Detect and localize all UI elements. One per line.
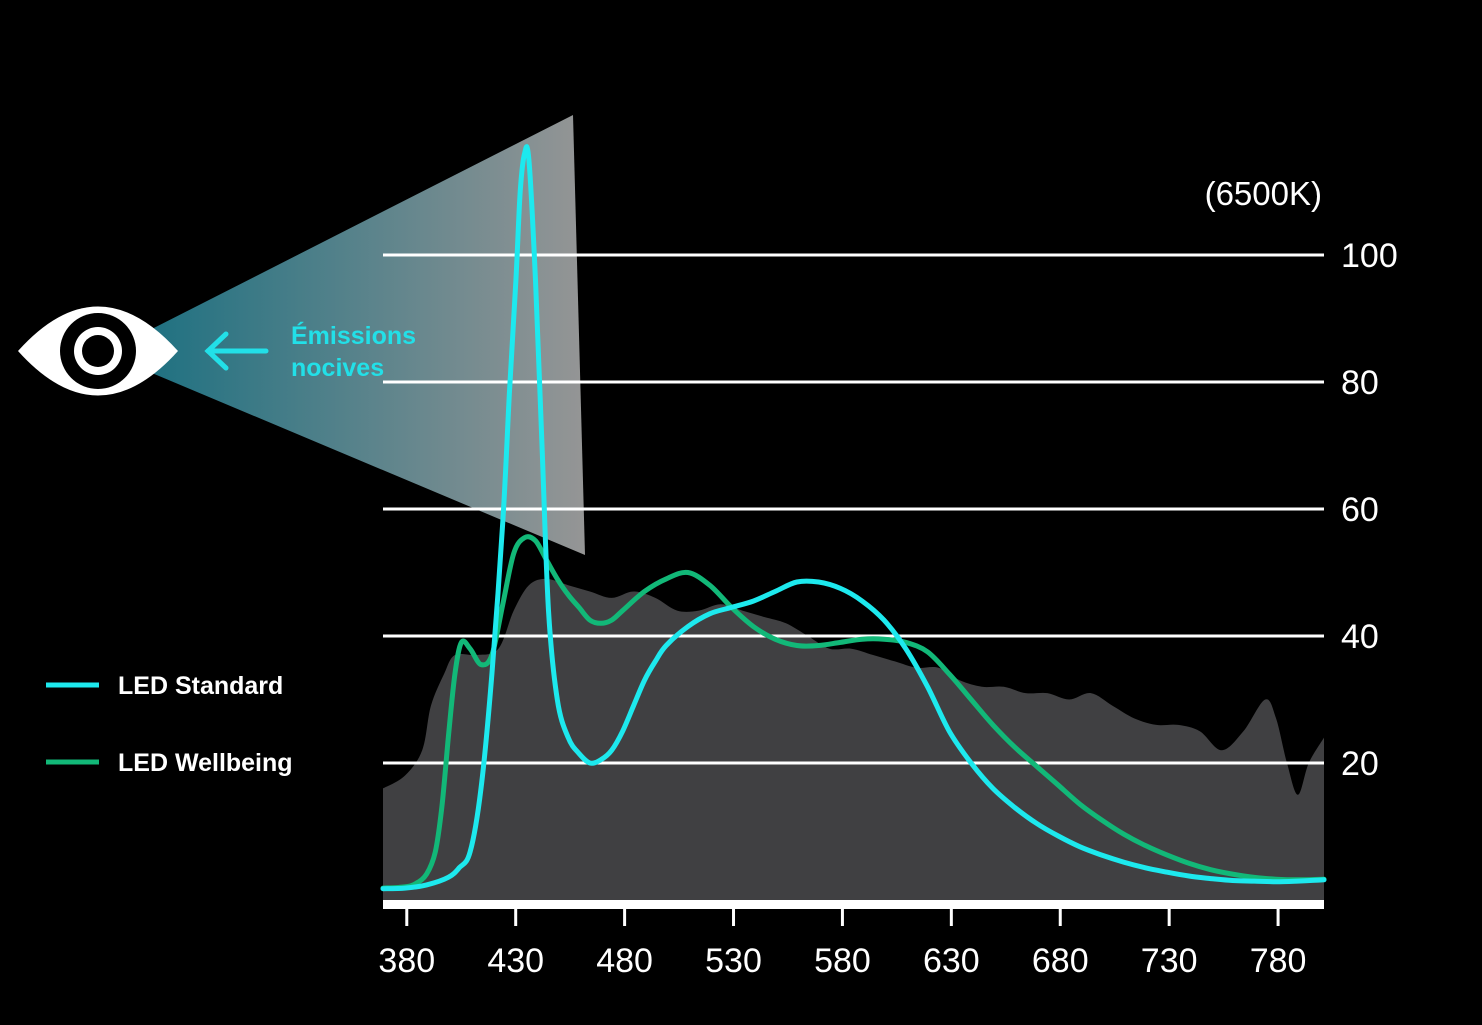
x-tick-label-680: 680 (1032, 942, 1089, 980)
y-tick-label-20: 20 (1341, 745, 1379, 783)
x-axis-ticks: 380 430 480 530 580 630 680 730 780 (378, 909, 1306, 980)
arrow-left-icon (204, 331, 269, 371)
y-tick-label-100: 100 (1341, 237, 1398, 275)
y-tick-label-40: 40 (1341, 618, 1379, 656)
series-layer (380, 144, 1327, 892)
annotation-line-2: nocives (291, 354, 384, 382)
x-tick-label-380: 380 (378, 942, 435, 980)
background-spectrum-area (383, 578, 1324, 900)
series-line-led-wellbeing (380, 534, 1327, 891)
y-tick-label-60: 60 (1341, 491, 1379, 529)
x-tick-label-730: 730 (1141, 942, 1198, 980)
legend-label-standard: LED Standard (118, 672, 283, 700)
series-line-led-standard (380, 144, 1327, 892)
unit-label: (6500K) (1205, 175, 1322, 212)
legend-label-wellbeing: LED Wellbeing (118, 749, 293, 777)
x-tick-label-480: 480 (596, 942, 653, 980)
x-tick-label-580: 580 (814, 942, 871, 980)
x-tick-label-530: 530 (705, 942, 762, 980)
annotation-line-1: Émissions (291, 321, 416, 350)
x-axis-line (383, 900, 1324, 909)
x-tick-label-430: 430 (487, 942, 544, 980)
y-axis-ticks: 20 40 60 80 100 (1341, 237, 1398, 783)
x-tick-label-780: 780 (1250, 942, 1307, 980)
emission-cone (140, 115, 585, 555)
y-tick-label-80: 80 (1341, 364, 1379, 402)
eye-icon (18, 306, 178, 396)
legend: LED Standard LED Wellbeing (46, 672, 293, 777)
background-spectrum-layer (383, 578, 1324, 900)
x-tick-label-630: 630 (923, 942, 980, 980)
